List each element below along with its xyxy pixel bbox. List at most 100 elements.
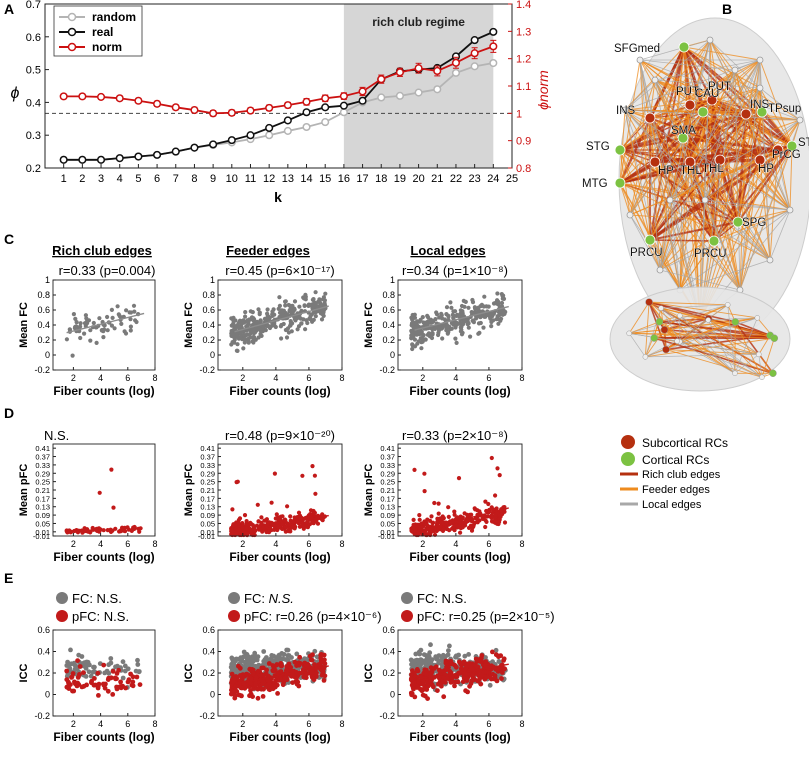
point-norm [229,109,236,116]
data-point-fc [239,659,244,664]
data-point-pfc [415,668,420,673]
data-point-pfc [94,528,98,532]
data-point-pfc [300,474,304,478]
y-tick-label: 0.5 [26,65,41,77]
data-point-pfc [131,683,136,688]
y-tick-label: 0.17 [35,494,50,503]
x-tick-label: 6 [125,373,130,383]
data-point-pfc [477,518,481,522]
brain-node-other [797,117,803,123]
data-point-pfc [502,656,507,661]
brain-node-other [627,212,633,218]
data-point-pfc [490,650,495,655]
data-point-fc [71,354,75,358]
data-point-fc [251,659,256,664]
y-tick-label: 0.29 [200,469,215,478]
point-norm [210,110,217,117]
data-point-pfc [65,685,70,690]
data-point-fc [497,313,501,317]
data-point-pfc [126,680,131,685]
data-point-pfc [425,518,429,522]
brain-region-label: PrCG [772,149,801,161]
data-point-fc [488,683,493,688]
data-point-fc [410,331,414,335]
data-point-pfc [71,689,76,694]
data-point-fc [235,349,239,353]
y-tick-label: 0.6 [37,625,50,635]
data-point-pfc [492,677,497,682]
y-tick-label: 0.6 [382,305,395,315]
data-point-pfc [264,668,269,673]
data-point-pfc [444,667,449,672]
point-norm [359,88,366,95]
data-point-pfc [412,468,416,472]
x-tick-label: 3 [98,173,104,185]
data-point-pfc [316,522,320,526]
point-real [285,117,292,124]
y-tick-label: 0.41 [200,444,215,453]
panel-letter-d: D [4,405,14,421]
brain-region-label: PRCU [630,247,663,259]
point-real [341,102,348,109]
data-point-pfc [446,505,450,509]
y-tick-label: 0.01 [380,528,395,537]
data-point-pfc [437,511,441,515]
data-point-pfc [125,525,129,529]
legend-e3-pfc: pFC: r=0.25 (p=2×10⁻⁵) [417,609,555,624]
point-real [471,37,478,44]
brain-side-node [725,302,730,307]
x-tick-label: 8 [519,719,524,729]
y-tick-label: 0.29 [35,469,50,478]
y-tick-label: 0.6 [202,305,215,315]
brain-side-node [643,354,648,359]
x-axis-label: Fiber counts (log) [53,384,154,398]
data-point-fc [258,312,262,316]
data-point-pfc [276,517,280,521]
y-tick-label: 0.2 [382,668,395,678]
x-tick-label: 2 [71,719,76,729]
data-point-fc [233,338,237,342]
data-point-pfc [458,661,463,666]
data-point-fc [95,341,99,345]
legend-cortical-marker [621,452,635,466]
brain-node-other [652,77,658,83]
x-tick-label: 2 [71,373,76,383]
data-point-pfc [284,525,288,529]
x-tick-label: 14 [300,173,312,185]
x-tick-label: 8 [191,173,197,185]
data-point-pfc [313,492,317,496]
data-point-fc [251,310,255,314]
brain-node-other [757,85,763,91]
stat-d1: N.S. [44,428,69,443]
data-point-pfc [301,675,306,680]
point-norm [172,104,179,111]
panel-a-ylabel-right: ϕnorm [535,70,551,110]
x-tick-label: 8 [519,373,524,383]
y-right-tick-label: 0.9 [516,136,531,148]
brain-node-other [667,197,673,203]
point-norm [378,76,385,83]
x-tick-label: 10 [226,173,238,185]
data-point-fc [247,341,251,345]
data-point-pfc [288,514,292,518]
data-point-pfc [441,694,446,699]
brain-region-label: STG [798,137,809,149]
data-point-pfc [484,675,489,680]
x-tick-label: 6 [306,719,311,729]
point-norm [60,93,67,100]
data-point-pfc [297,511,301,515]
data-point-fc [241,346,245,350]
data-point-fc [453,309,457,313]
y-tick-label: 0.05 [35,519,50,528]
brain-side-node [661,326,668,333]
point-real [303,109,310,116]
data-point-fc [248,332,252,336]
point-norm [322,95,329,102]
x-tick-label: 2 [240,373,245,383]
legend-subcortical-marker [621,435,635,449]
data-point-pfc [322,653,327,658]
brain-region-label: INS [616,105,636,117]
x-tick-label: 2 [240,539,245,549]
data-point-pfc [259,673,264,678]
data-point-pfc [83,527,87,531]
